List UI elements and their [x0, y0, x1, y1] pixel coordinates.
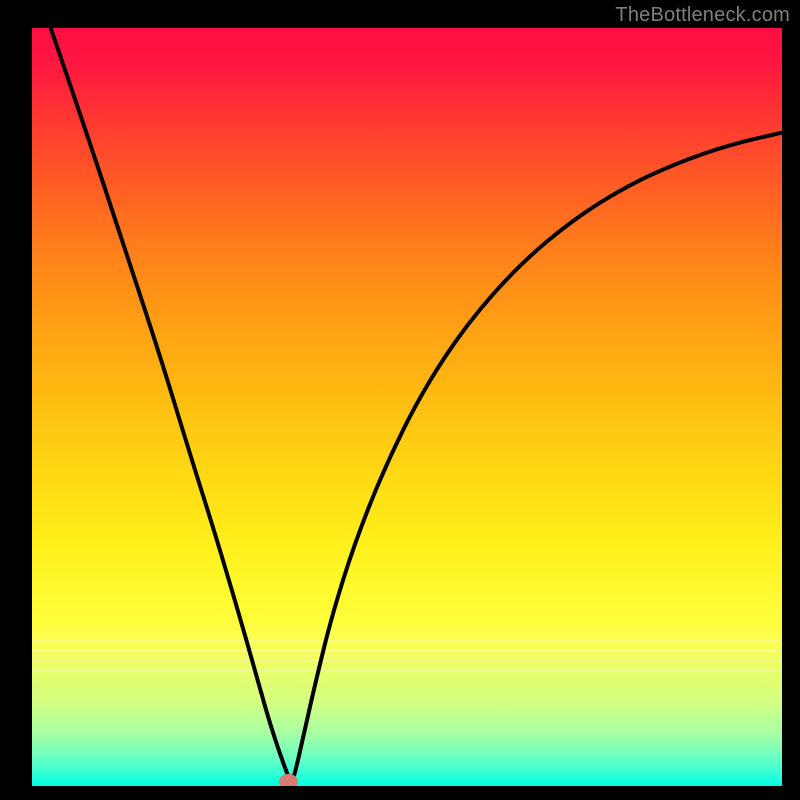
bottleneck-marker: [280, 774, 298, 786]
root: TheBottleneck.com: [0, 0, 800, 800]
chart-plot-area: [32, 28, 782, 786]
watermark-label: TheBottleneck.com: [615, 4, 790, 27]
chart-marker-layer: [32, 28, 782, 786]
